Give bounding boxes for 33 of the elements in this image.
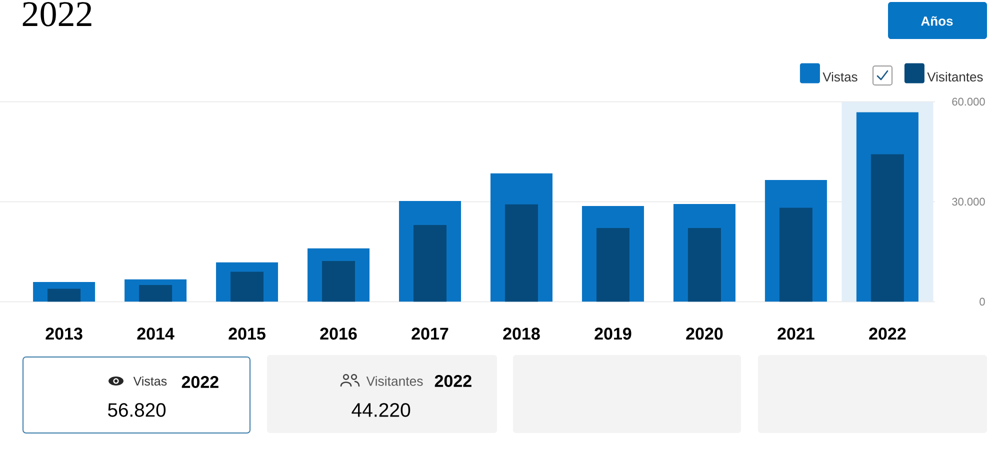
bar xyxy=(322,261,356,302)
text: 56.820 xyxy=(108,403,166,417)
bar xyxy=(48,288,81,302)
x-tick-label: 2016 xyxy=(320,328,357,340)
x-tick-label: 2021 xyxy=(778,328,814,340)
bar xyxy=(688,228,721,302)
chart-title: 2022 xyxy=(22,2,92,26)
y-tick-label: 60.000 xyxy=(952,98,985,106)
text: Vistas xyxy=(133,376,167,386)
x-tick-label: 2013 xyxy=(46,328,82,340)
text: 44.220 xyxy=(352,403,410,417)
x-tick-label: 2022 xyxy=(869,328,906,340)
legend-label: Visitantes xyxy=(927,72,983,82)
bar xyxy=(414,225,446,302)
text: 2022 xyxy=(434,374,472,388)
text: Visitantes xyxy=(366,376,423,386)
y-tick-label: 30.000 xyxy=(952,198,985,206)
bar xyxy=(230,272,264,302)
x-tick-label: 2014 xyxy=(137,328,174,340)
x-tick-label: 2020 xyxy=(686,328,723,340)
text: Años xyxy=(921,16,953,26)
legend-label: Vistas xyxy=(822,72,858,82)
bar xyxy=(596,228,630,302)
bar xyxy=(779,208,812,302)
bar xyxy=(139,285,172,302)
bar xyxy=(504,204,538,302)
x-tick-label: 2019 xyxy=(594,328,632,340)
text: 2022 xyxy=(182,376,218,388)
x-tick-label: 2018 xyxy=(503,328,540,340)
bar xyxy=(870,154,904,302)
x-tick-label: 2015 xyxy=(228,328,266,340)
y-tick-label: 0 xyxy=(980,298,985,306)
x-tick-label: 2017 xyxy=(412,328,448,340)
